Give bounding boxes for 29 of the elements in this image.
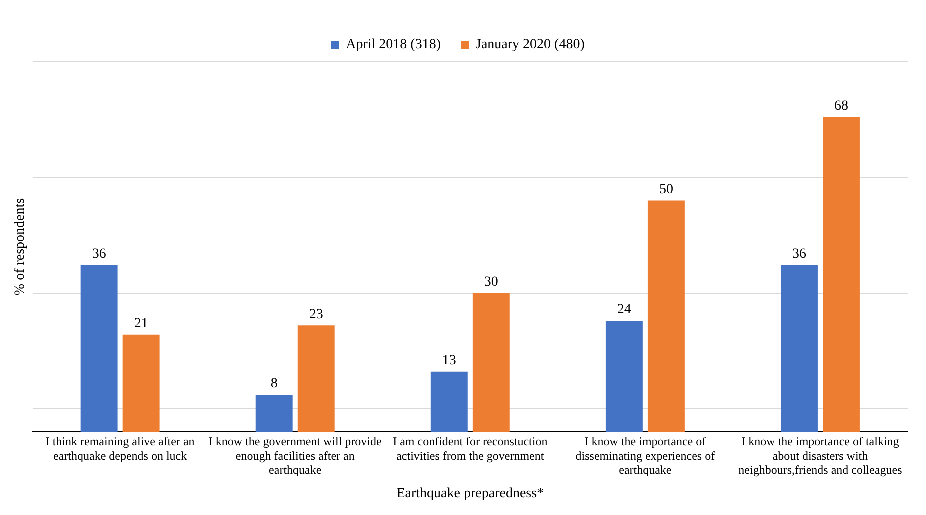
bar	[256, 395, 293, 432]
data-label: 8	[270, 376, 278, 392]
data-label: 50	[659, 182, 674, 198]
x-axis-title: Earthquake preparedness*	[396, 486, 544, 502]
data-label: 24	[617, 302, 632, 318]
data-label: 30	[484, 274, 498, 290]
bar	[430, 372, 468, 432]
x-tick-label: I am confident for reconstuction activities from the government	[393, 434, 548, 463]
bar	[823, 118, 860, 432]
x-tick-label: I know the importance of talking about disasters with neighbours,friends and colleagues	[738, 434, 903, 478]
data-label: 13	[442, 354, 456, 369]
bar	[80, 266, 118, 432]
y-axis-title: % of respondents	[13, 198, 28, 296]
bar	[780, 266, 818, 432]
bar	[648, 200, 685, 432]
bar	[472, 293, 510, 432]
legend-label: January 2020 (480)	[476, 38, 586, 53]
bar	[298, 326, 335, 432]
bar	[606, 321, 643, 432]
bar	[122, 334, 160, 432]
x-tick-label: I think remaining alive after an earthquake depends on luck	[46, 434, 195, 463]
x-tick-label: I know the government will provide enough facilities after an earthquake	[208, 434, 382, 478]
data-label: 23	[309, 307, 324, 322]
data-label: 36	[92, 247, 106, 262]
x-tick-label: I know the importance of disseminating experiences of earthquake	[576, 434, 716, 478]
data-label: 21	[134, 316, 148, 332]
data-label: 68	[834, 99, 848, 114]
legend-label: April 2018 (318)	[346, 38, 442, 53]
data-label: 36	[792, 247, 806, 262]
